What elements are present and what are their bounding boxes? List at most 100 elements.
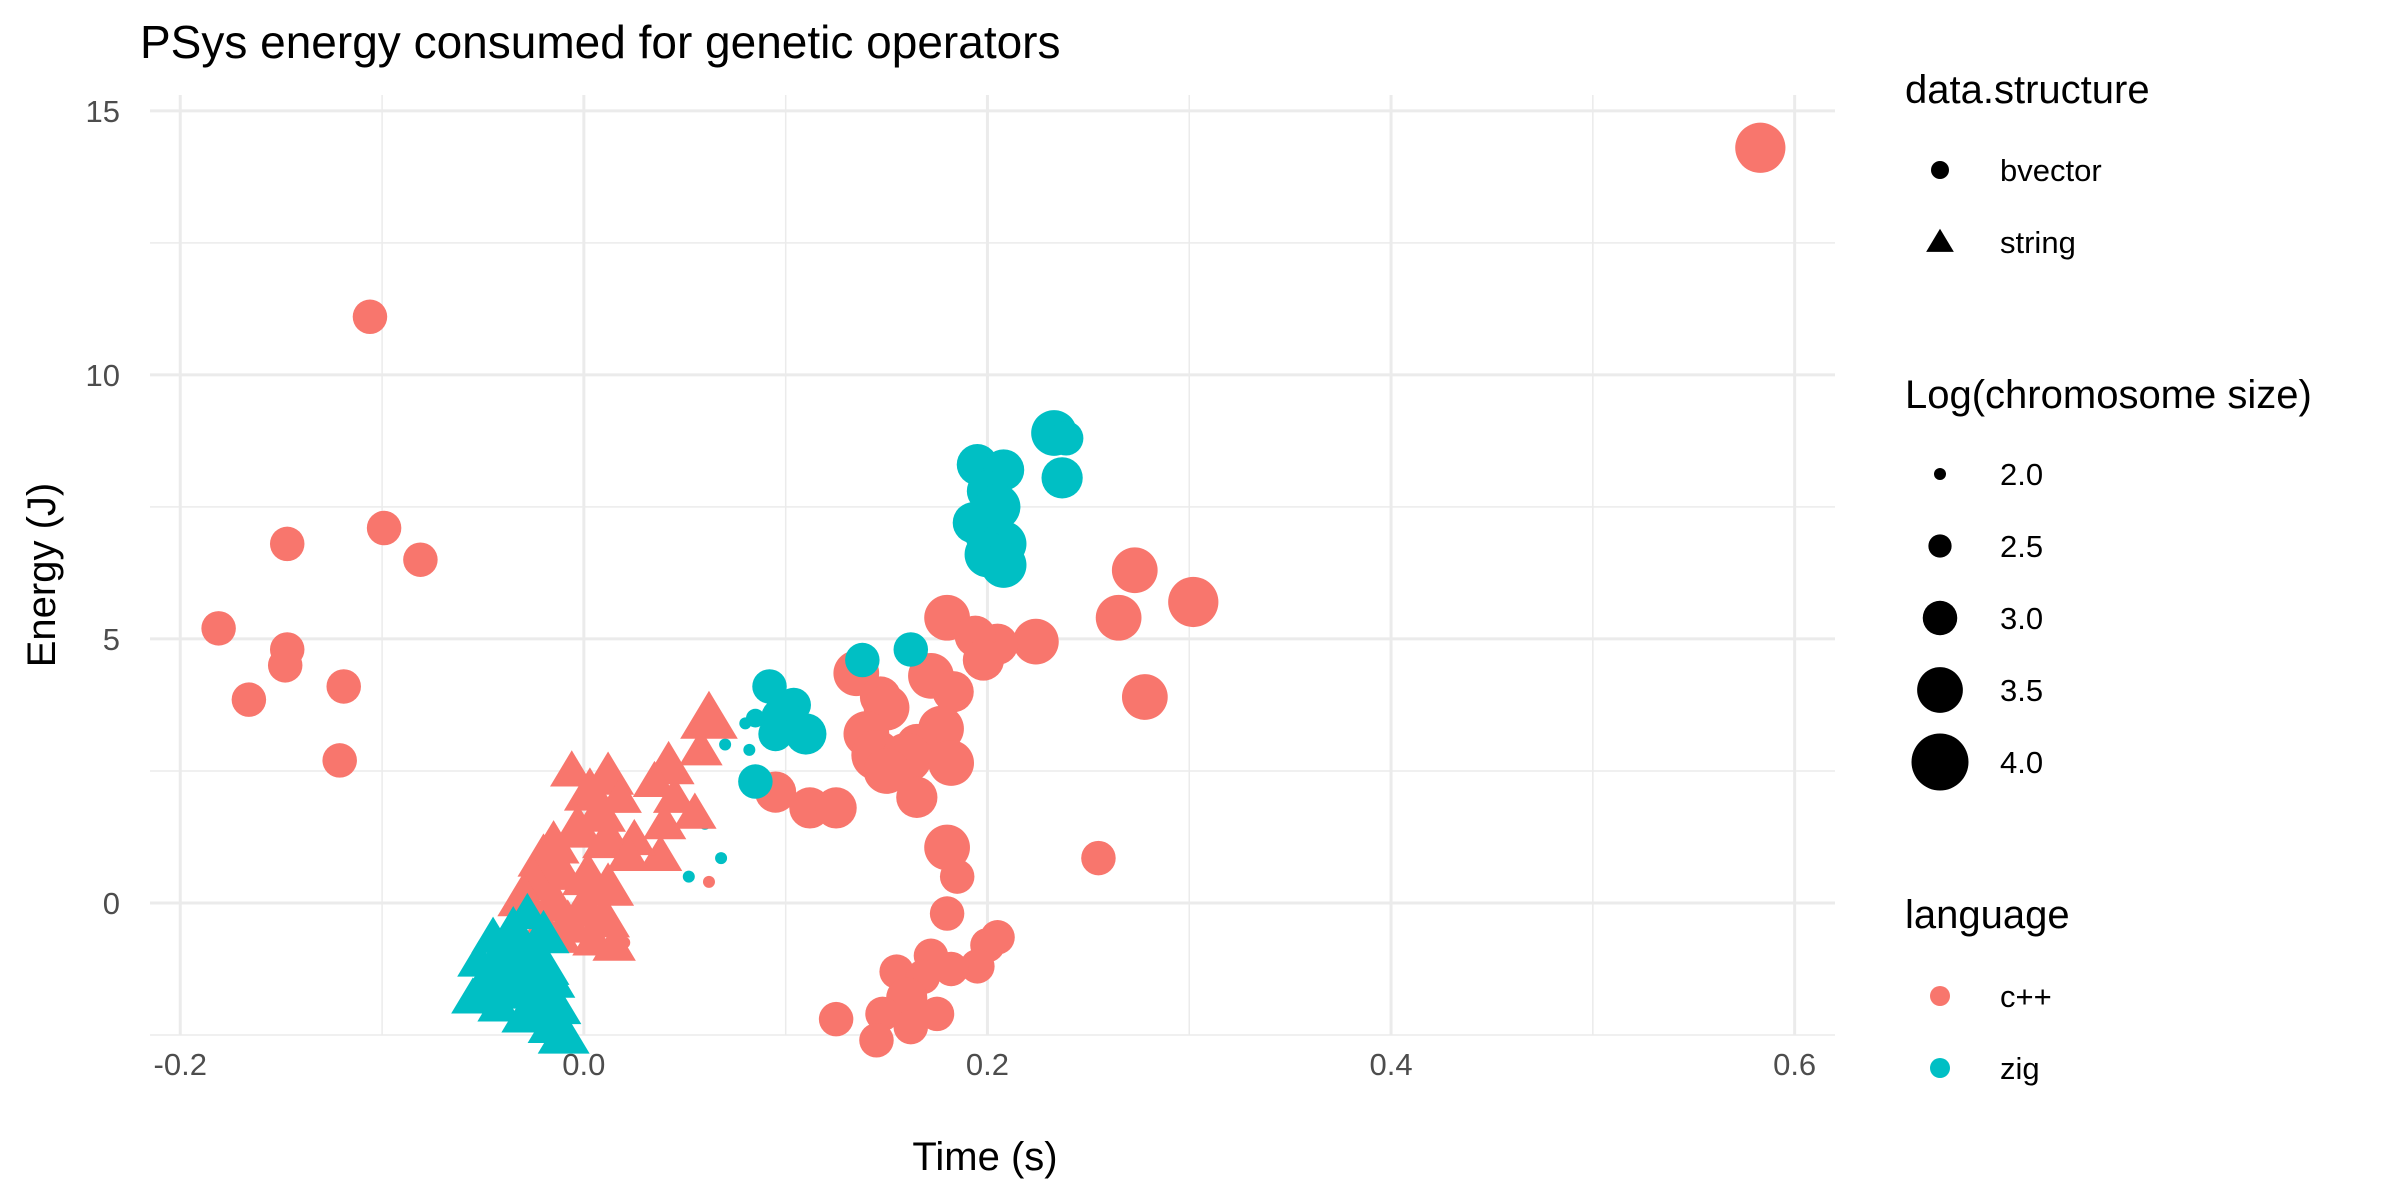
legend-title-shape: data.structure [1905,68,2150,112]
data-point-circle [863,748,910,794]
legend-label: 2.0 [2000,457,2043,492]
data-point-triangle [451,977,495,1014]
legend-label: bvector [2000,153,2102,188]
data-point-circle [1095,594,1142,641]
data-point-circle [896,776,938,818]
legend: data.structure bvector string Log(chromosom… [1905,68,2312,1086]
legend-label: c++ [2000,979,2052,1014]
data-point-circle [1735,122,1786,173]
legend-title-color: language [1905,893,2070,937]
legend-key-color [1930,986,1950,1006]
data-point-circle [752,669,787,704]
data-point-circle [785,713,827,755]
data-point-triangle [477,985,521,1022]
axes: -0.2 0.0 0.2 0.4 0.6 0 5 10 15 [86,94,1817,1082]
legend-label: 3.0 [2000,601,2043,636]
data-point-circle [682,870,695,883]
chart-title: PSys energy consumed for genetic operato… [140,16,1061,68]
x-tick-label: 0.4 [1369,1047,1412,1082]
x-tick-label: 0.0 [562,1047,605,1082]
data-point-triangle [537,1010,590,1054]
legend-label: string [2000,225,2076,260]
data-point-circle [366,510,402,546]
legend-key-color [1930,1058,1950,1078]
data-point-triangle [598,776,642,813]
legend-label: 4.0 [2000,745,2043,780]
data-point-circle [815,787,857,829]
y-axis-title: Energy (J) [20,483,64,668]
data-point-triangle [551,804,604,848]
data-point-circle [962,639,1005,681]
data-point-circle [758,716,793,752]
legend-key-size [1911,733,1969,791]
data-point-triangle [497,923,550,967]
data-point-circle [960,949,995,984]
data-point-triangle [673,792,717,829]
data-point-circle [929,896,965,931]
legend-key-size [1917,667,1963,713]
legend-key-triangle [1926,228,1954,252]
data-point-circle [201,611,236,646]
data-point-circle [932,671,974,713]
data-point-circle [1121,674,1168,720]
x-tick-label: 0.6 [1773,1047,1816,1082]
data-point-circle [939,859,975,894]
series-c++-bvector [201,122,1786,1058]
data-point-circle [1048,421,1084,456]
data-point-circle [845,642,880,678]
data-point-triangle [642,803,687,840]
data-point-triangle [497,872,550,917]
data-point-triangle [632,760,677,798]
data-point-circle [743,743,756,756]
series-zig-string [451,892,590,1054]
data-point-circle [924,824,970,871]
data-point-circle [326,669,361,704]
legend-key-circle [1931,161,1949,179]
series-zig-bvector [682,410,1084,883]
x-axis-title: Time (s) [912,1135,1057,1179]
data-point-circle [1111,547,1158,594]
data-point-circle [1013,618,1059,665]
legend-key-size [1934,468,1946,480]
legend-title-size: Log(chromosome size) [1905,373,2312,417]
data-point-circle [1081,840,1116,876]
y-tick-label: 15 [86,94,120,129]
data-point-circle [818,1001,854,1037]
data-point-circle [980,542,1027,588]
data-point-circle [893,1009,929,1045]
data-point-circle [267,648,303,683]
y-tick-label: 0 [103,886,120,921]
data-point-triangle [679,729,723,766]
data-point-circle [403,542,438,577]
data-point-circle [893,632,929,667]
data-points [201,122,1786,1058]
data-point-circle [269,526,305,562]
data-point-circle [322,743,357,778]
data-point-circle [1041,457,1083,499]
legend-key-size [1928,534,1952,558]
x-tick-label: -0.2 [154,1047,207,1082]
legend-label: 2.5 [2000,529,2043,564]
legend-key-size [1922,600,1958,636]
data-point-circle [928,740,975,786]
data-point-circle [702,875,715,888]
data-point-circle [719,738,732,751]
data-point-triangle [680,690,738,739]
y-tick-label: 10 [86,358,120,393]
legend-label: 3.5 [2000,673,2043,708]
data-point-circle [919,996,955,1032]
data-point-circle [352,299,388,335]
data-point-circle [231,682,267,717]
data-point-circle [1168,576,1219,628]
x-tick-label: 0.2 [966,1047,1009,1082]
data-point-triangle [501,989,554,1033]
data-point-circle [739,717,752,730]
data-point-circle [738,764,773,799]
data-point-circle [859,1023,894,1058]
data-point-circle [865,996,900,1032]
data-point-circle [933,951,969,987]
data-point-triangle [652,776,697,813]
data-point-triangle [550,750,594,787]
y-tick-label: 5 [103,622,120,657]
